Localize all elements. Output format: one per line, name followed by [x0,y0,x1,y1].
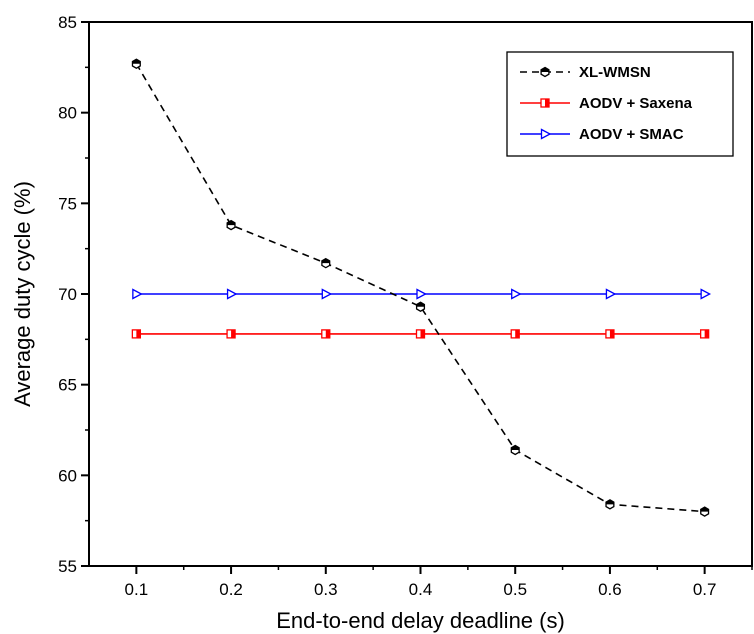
legend-label: XL-WMSN [579,64,651,81]
legend-marker-fill [541,67,549,72]
data-point-fill [511,445,520,450]
y-tick-label: 70 [58,285,77,304]
data-point-fill [704,329,709,338]
data-point [700,288,712,300]
x-tick-label: 0.5 [503,580,527,599]
data-point-fill [321,258,330,264]
x-tick-label: 0.3 [314,580,338,599]
data-point-fill [231,329,236,338]
data-point [321,288,333,300]
data-point-fill [700,507,709,512]
series-layer [131,58,712,517]
data-point [132,288,143,300]
data-point-fill [606,499,614,505]
data-point-fill [132,59,141,64]
y-tick-label: 75 [58,194,77,213]
legend-item: AODV + Saxena [520,95,693,112]
x-tick-label: 0.4 [409,580,433,599]
y-axis: 55 60 65 70 75 80 85 [58,13,89,576]
x-tick-label: 0.1 [125,580,149,599]
x-tick-label: 0.2 [219,580,243,599]
series-2 [132,288,712,300]
data-point-fill [325,329,330,338]
data-point-fill [515,329,520,338]
data-point-fill [416,302,425,307]
y-axis-title: Average duty cycle (%) [10,181,35,407]
data-point-fill [136,329,141,338]
series-0 [131,58,710,517]
data-point-fill [420,329,425,338]
data-point [226,288,238,300]
y-tick-label: 55 [58,557,77,576]
x-tick-label: 0.6 [598,580,622,599]
legend-label: AODV + SMAC [579,126,684,143]
data-point [605,288,617,300]
y-tick-label: 60 [58,466,77,485]
legend-marker [540,128,552,140]
x-axis: 0.1 0.2 0.3 0.4 0.5 0.6 0.7 [125,566,753,599]
y-tick-label: 80 [58,104,77,123]
legend-label: AODV + Saxena [579,95,693,112]
y-tick-label: 85 [58,13,77,32]
y-tick-label: 65 [58,376,77,395]
data-point-fill [227,220,235,226]
legend-item: AODV + SMAC [520,126,684,143]
legend-marker-fill [545,99,549,107]
series-1 [131,329,710,339]
data-point [511,288,522,300]
legend: XL-WMSN AODV + Saxena AODV + SMAC [506,51,734,157]
x-axis-title: End-to-end delay deadline (s) [276,608,565,633]
x-tick-label: 0.7 [693,580,717,599]
legend-item: XL-WMSN [520,64,651,81]
data-point-fill [609,329,614,338]
data-point [416,288,427,300]
